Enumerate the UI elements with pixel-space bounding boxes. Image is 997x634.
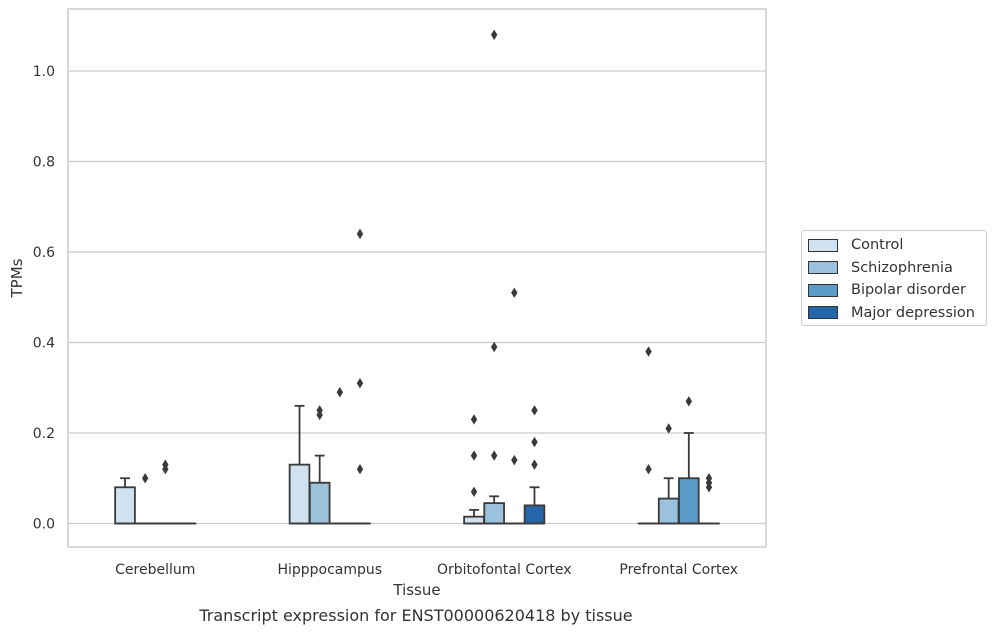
box-body (114, 486, 136, 525)
outlier-point (356, 378, 364, 389)
box-major-depression (523, 405, 546, 525)
box-body (678, 477, 700, 525)
y-tick-label: 0.4 (33, 335, 55, 351)
outlier-point (356, 228, 364, 240)
plot-area (67, 8, 767, 548)
outlier-point (645, 346, 652, 357)
outlier-point (531, 405, 538, 416)
box-schizophrenia (308, 405, 331, 525)
legend-item: Control (808, 235, 903, 255)
box-body (523, 504, 546, 525)
outlier-point (470, 414, 478, 425)
outlier-point (645, 463, 652, 475)
box-plots (114, 29, 720, 525)
box-body (308, 481, 331, 525)
legend-label: Bipolar disorder (851, 282, 966, 298)
box-major-depression (698, 473, 720, 525)
x-axis-label: Tissue (392, 581, 440, 599)
x-tick-label: Orbitofontal Cortex (437, 562, 572, 578)
outlier-point (162, 459, 169, 470)
y-axis-ticks: 0.0 0.2 0.4 0.6 0.8 1.0 (33, 64, 55, 532)
legend: Control Schizophrenia Bipolar disorder Majo… (801, 230, 987, 326)
outlier-point (490, 450, 498, 461)
outlier-point (511, 287, 518, 298)
box-body (463, 515, 485, 525)
y-tick-label: 0.6 (33, 245, 55, 261)
outlier-point (336, 387, 344, 398)
outlier-point (356, 463, 364, 475)
box-schizophrenia (483, 29, 505, 525)
y-tick-label: 0.0 (33, 516, 55, 532)
box-schizophrenia (657, 423, 680, 525)
x-tick-label: Prefrontal Cortex (619, 562, 738, 578)
outlier-point (511, 454, 518, 466)
x-tick-label: Hipppocampus (277, 562, 382, 578)
box-body (657, 497, 680, 525)
outlier-point (470, 450, 478, 461)
legend-item: Major depression (808, 303, 975, 323)
y-tick-label: 0.8 (33, 154, 55, 170)
outlier-point (316, 405, 323, 416)
outlier-point (705, 473, 713, 484)
outlier-point (531, 459, 538, 470)
legend-swatch (808, 306, 838, 319)
legend-swatch (808, 283, 838, 297)
outlier-point (685, 396, 693, 407)
x-tick-label: Cerebellum (115, 562, 195, 578)
outlier-point (470, 486, 478, 497)
box-control (114, 477, 136, 525)
y-tick-label: 0.2 (33, 426, 55, 442)
box-bipolar-disorder (678, 396, 700, 525)
legend-item: Schizophrenia (808, 258, 953, 278)
outlier-point (531, 436, 538, 448)
outlier-point (490, 29, 498, 40)
legend-label: Control (851, 237, 904, 253)
box-major-depression (349, 228, 371, 525)
x-axis-ticks: Cerebellum Hipppocampus Orbitofontal Corte… (115, 562, 738, 578)
outlier-point (141, 473, 149, 484)
chart-caption: Transcript expression for ENST0000062041… (199, 606, 633, 625)
box-body (483, 502, 505, 525)
legend-swatch (808, 261, 838, 274)
box-body (288, 463, 311, 525)
legend-label: Schizophrenia (851, 259, 953, 276)
box-control (463, 414, 485, 525)
y-tick-label: 1.0 (33, 64, 55, 80)
outlier-point (665, 423, 672, 434)
y-axis-label: TPMs (8, 258, 26, 298)
legend-swatch (808, 238, 838, 252)
legend-label: Major depression (851, 304, 975, 321)
legend-item: Bipolar disorder (808, 280, 966, 300)
outlier-point (490, 341, 498, 353)
